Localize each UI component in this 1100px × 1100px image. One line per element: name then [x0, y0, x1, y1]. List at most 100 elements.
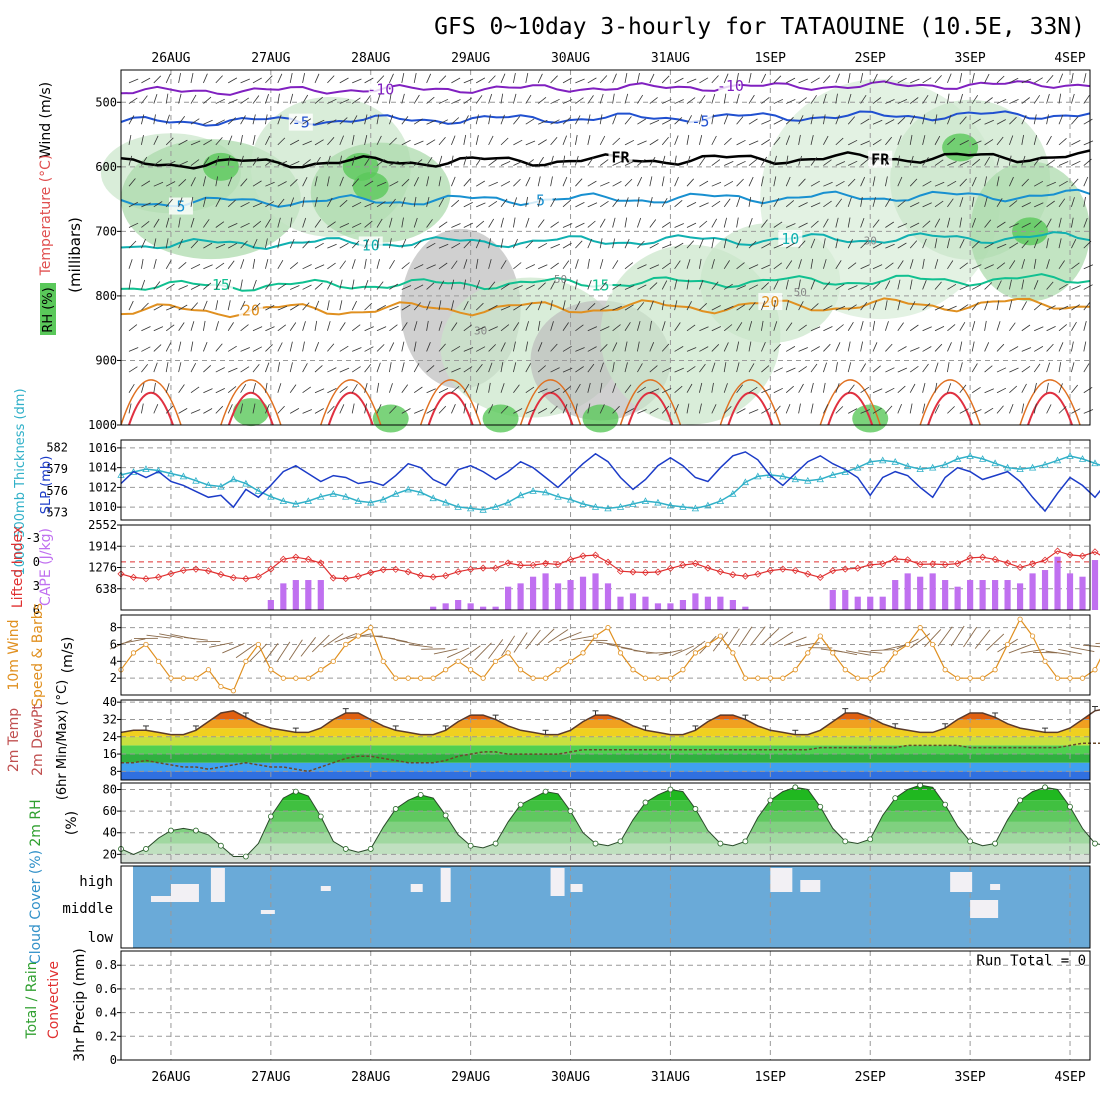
- wind-barb: [1021, 97, 1030, 104]
- wind-barb: [860, 158, 869, 166]
- rh-high-shading: [942, 133, 979, 162]
- wind-barb: [662, 119, 672, 125]
- wind-barb: [1033, 258, 1037, 269]
- wind-barb: [649, 176, 653, 187]
- date-label-top: 28AUG: [351, 51, 390, 66]
- wind-barb: [750, 626, 766, 646]
- rh-band: [121, 854, 1090, 863]
- wind-barb: [996, 405, 1004, 414]
- rh-marker: [242, 853, 249, 860]
- axis-label: 3hr Precip (mm): [72, 948, 88, 1061]
- isotherm-25: [619, 379, 682, 426]
- wind-barb: [872, 407, 882, 414]
- wind-barb: [772, 631, 794, 646]
- wind-barb: [612, 93, 615, 104]
- wind-barb: [1033, 94, 1041, 104]
- wind-barb: [934, 218, 941, 228]
- wind-barb: [922, 135, 926, 145]
- wind-barb: [550, 388, 560, 394]
- lifted-index-marker: [504, 559, 512, 567]
- wind-barb: [438, 176, 442, 187]
- date-label-top: 4SEP: [1054, 51, 1085, 66]
- wind-barb: [153, 93, 158, 104]
- wind-barb: [351, 366, 361, 373]
- wind-barb: [178, 197, 183, 207]
- wind-barb: [637, 94, 644, 104]
- isotherm-30: [427, 391, 474, 426]
- precip-tick-label: 0.6: [95, 982, 117, 996]
- isotherm-line: [120, 149, 1091, 170]
- lifted-index-marker: [129, 573, 138, 581]
- wind-barb: [823, 181, 833, 187]
- wind-barb: [885, 136, 893, 146]
- wind-barb: [575, 403, 578, 414]
- isotherm-30: [727, 391, 774, 426]
- wind-barb: [798, 347, 808, 352]
- wind-barb: [389, 198, 396, 208]
- wind-barb: [872, 197, 876, 207]
- wind-barb: [984, 320, 987, 331]
- wind-barb: [872, 282, 881, 290]
- lifted-index-marker: [342, 574, 350, 583]
- wind-barb: [451, 77, 461, 84]
- thickness-marker: [229, 475, 238, 483]
- date-label-top: 1SEP: [755, 51, 786, 66]
- wind-barb: [265, 305, 275, 311]
- rh-marker: [1042, 784, 1048, 791]
- wind-barb: [761, 73, 767, 84]
- wind-barb: [252, 156, 259, 166]
- wind-barb: [438, 343, 446, 352]
- wind-barb: [608, 644, 633, 650]
- wind-barb: [252, 135, 256, 145]
- wind-barb: [947, 180, 957, 187]
- wind-barb: [637, 284, 647, 290]
- wind-barb: [249, 643, 268, 662]
- cloud-patch: [550, 868, 565, 896]
- isotherm-label: 10: [781, 230, 799, 248]
- wind-barb: [351, 155, 356, 166]
- wind-barb: [674, 346, 684, 352]
- rh-marker: [193, 827, 199, 834]
- wind-barb: [649, 388, 660, 394]
- wind-barb: [786, 77, 796, 84]
- wind-barb: [426, 73, 432, 84]
- wind-barb: [488, 159, 497, 166]
- cape-bar: [617, 596, 624, 610]
- wind-barb: [327, 343, 335, 352]
- wind-barb: [1083, 363, 1090, 373]
- wind-barb: [773, 280, 779, 290]
- wind-barb: [575, 240, 583, 249]
- wind-barb: [624, 341, 628, 352]
- wind-barb: [265, 218, 271, 228]
- cape-bar: [879, 596, 886, 610]
- wind-barb: [203, 264, 213, 270]
- wind-barb: [314, 388, 325, 394]
- wind-barb: [227, 117, 236, 125]
- thickness-marker: [554, 492, 562, 500]
- wind-barb: [240, 78, 250, 84]
- thickness-marker: [404, 485, 412, 493]
- wind-barb: [240, 383, 247, 393]
- wind-barb: [339, 223, 350, 228]
- wind-barb: [996, 119, 1006, 125]
- wind-barb: [1009, 77, 1019, 84]
- wind-barb: [215, 262, 225, 270]
- wind-barb: [798, 324, 807, 332]
- wind-speed-marker: [755, 675, 761, 681]
- wind-barb: [190, 94, 197, 104]
- wind-barb: [748, 386, 758, 394]
- wind-barb: [637, 73, 640, 83]
- wind-barb: [376, 344, 385, 352]
- wind-barb: [860, 363, 867, 373]
- cape-bar: [854, 596, 861, 610]
- wind-barb: [575, 279, 578, 290]
- wind-barb: [364, 202, 374, 208]
- cape-bar: [280, 583, 287, 610]
- wind-barb: [736, 197, 741, 207]
- wind-barb: [885, 262, 894, 270]
- wind-barb: [215, 243, 226, 249]
- wind-barb: [786, 223, 796, 228]
- wind-barb: [376, 326, 387, 332]
- wind-barb: [810, 220, 819, 228]
